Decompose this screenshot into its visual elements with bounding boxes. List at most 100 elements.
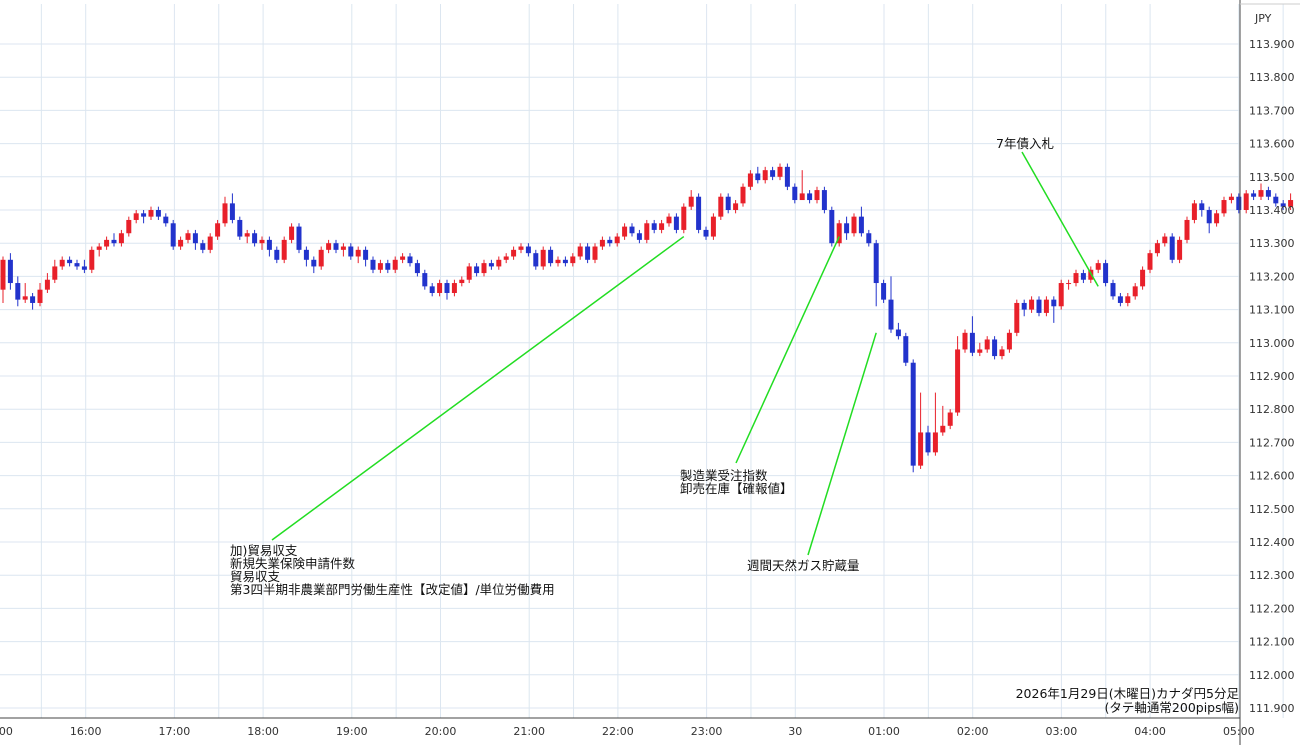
x-tick-label: 16:00 (70, 725, 102, 738)
candle-body-up (1221, 200, 1227, 214)
candle-body-up (955, 349, 961, 413)
candle-body-up (1095, 263, 1101, 270)
x-tick-label: 01:00 (868, 725, 900, 738)
candle-body-up (104, 239, 110, 247)
candle-body-down (755, 173, 761, 181)
candle-body-up (762, 170, 768, 181)
candle-body-up (340, 246, 346, 250)
candle-body-down (533, 253, 539, 267)
x-tick-label: 15:00 (0, 725, 13, 738)
candle-body-up (614, 236, 620, 244)
x-tick-label: 23:00 (691, 725, 723, 738)
annotation-leader-line (735, 236, 840, 464)
y-tick-label: 112.200 (1249, 602, 1295, 615)
candle-body-up (481, 263, 487, 274)
grid (0, 4, 1284, 718)
candle-body-up (451, 283, 457, 293)
x-tick-label: 02:00 (957, 725, 989, 738)
candle-body-down (770, 170, 776, 177)
candle-body-up (44, 279, 50, 290)
candle-body-up (1073, 273, 1079, 284)
candle-body-up (1191, 203, 1197, 220)
candle-body-up (400, 256, 406, 260)
candle-body-up (96, 246, 102, 250)
y-tick-label: 113.100 (1249, 304, 1295, 317)
candle-body-down (673, 216, 679, 230)
candle-body-down (1251, 193, 1257, 197)
candle-body-down (192, 233, 198, 244)
candle-body-up (688, 196, 694, 207)
candle-body-down (1206, 210, 1212, 224)
x-tick-label: 04:00 (1134, 725, 1166, 738)
candle-body-up (281, 239, 287, 260)
annotation-leader-line (807, 332, 877, 556)
candle-body-down (1110, 283, 1116, 297)
candle-body-up (1184, 219, 1190, 240)
candle-body-down (525, 246, 531, 254)
x-tick-label: 30 (788, 725, 802, 738)
candle-body-down (252, 233, 258, 244)
candle-body-up (599, 239, 605, 247)
candle-body-up (355, 249, 361, 257)
candle-body-up (666, 216, 672, 224)
candle-body-down (703, 229, 709, 237)
candle-body-down (1117, 296, 1123, 303)
candle-body-down (585, 246, 591, 260)
candle-body-up (207, 236, 213, 250)
candle-body-down (1036, 299, 1042, 313)
y-tick-label: 113.400 (1249, 204, 1295, 217)
candle-body-up (918, 432, 924, 466)
y-tick-label: 112.700 (1249, 436, 1295, 449)
candle-body-up (377, 263, 383, 270)
x-tick-label: 19:00 (336, 725, 368, 738)
candle-body-up (962, 332, 968, 350)
candle-body-down (348, 246, 354, 257)
candle-body-down (1051, 299, 1057, 307)
y-tick-label: 112.400 (1249, 536, 1295, 549)
y-tick-label: 113.600 (1249, 138, 1295, 151)
candle-body-up (22, 296, 28, 300)
candle-body-down (474, 266, 480, 274)
candle-body-up (1029, 299, 1035, 310)
caption-line-1: 2026年1月29日(木曜日)カナダ円5分足 (1016, 686, 1240, 701)
annotation-text: 7年債入札 (996, 136, 1054, 151)
candle-body-down (296, 226, 302, 250)
candle-body-down (629, 226, 635, 234)
candle-body-down (866, 233, 872, 244)
candle-body-down (1265, 190, 1271, 197)
y-tick-label: 113.500 (1249, 171, 1295, 184)
candle-body-up (511, 249, 517, 257)
candle-body-up (437, 283, 443, 293)
candle-body-down (784, 166, 790, 187)
candle-body-down (1273, 196, 1279, 204)
candle-body-up (222, 203, 228, 224)
candle-body-up (326, 243, 332, 250)
candle-body-up (977, 349, 983, 353)
annotation-text: 卸売在庫【確報値】 (680, 481, 793, 496)
candle-body-down (407, 256, 413, 264)
candle-body-up (215, 223, 221, 237)
candle-body-up (1132, 286, 1138, 297)
candle-body-up (733, 203, 739, 210)
candle-body-down (311, 259, 317, 267)
candle-body-down (385, 263, 391, 270)
candle-body-up (540, 249, 546, 267)
candle-body-up (681, 206, 687, 230)
candle-body-down (696, 196, 702, 230)
candle-body-up (1140, 269, 1146, 287)
y-tick-label: 112.500 (1249, 503, 1295, 516)
candle-body-up (1258, 190, 1264, 197)
candles (0, 163, 1294, 473)
candle-body-down (170, 223, 176, 247)
candle-body-down (903, 336, 909, 363)
candle-body-down (607, 239, 613, 244)
candle-body-down (1236, 196, 1242, 210)
candle-body-down (548, 249, 554, 264)
candle-body-up (947, 412, 953, 426)
candle-body-up (1014, 302, 1020, 333)
annotation-text: 貿易収支 (230, 569, 281, 584)
candle-body-up (1228, 196, 1234, 201)
candle-body-down (444, 283, 450, 293)
candle-body-up (799, 193, 805, 201)
candle-body-down (7, 259, 13, 284)
